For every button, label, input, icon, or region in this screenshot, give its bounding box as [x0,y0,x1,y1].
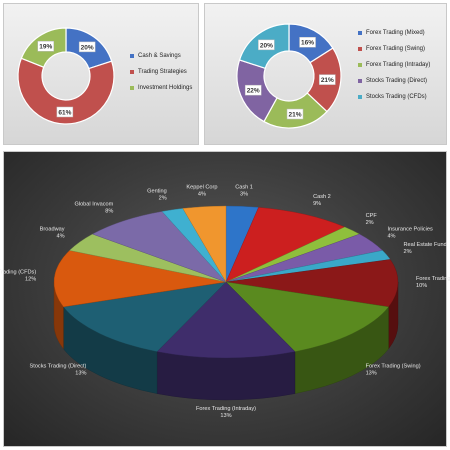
doughnut-chart-allocation: 20% 61% 19% Cash & Savings Trading Strategi… [3,3,199,145]
data-label-box [56,106,74,118]
data-label: 20% [81,44,94,51]
data-label: 16% [301,40,314,47]
pie-category-label: Stocks Trading (CFDs) [0,270,36,276]
pie-percent-label: 13% [220,413,231,419]
doughnut-slice-trading-strategies [17,57,115,125]
pie-category-label: Real Estate Fund [403,242,446,248]
legend-entry-cash-savings: Cash & Savings [130,48,192,64]
pie-slice-stocks-trading-cfds [53,250,227,308]
legend-swatch [358,31,362,35]
data-label: 21% [289,111,302,118]
pie-percent-label: 13% [366,371,377,377]
data-label-box [37,40,55,52]
legend-swatch [358,47,362,51]
legend-label: Forex Trading (Intraday) [366,62,431,68]
pie-percent-label: 9% [313,201,321,207]
pie-percent-label: 8% [105,209,113,215]
legend-trading: Forex Trading (Mixed) Forex Trading (Swin… [358,25,430,105]
pie-slice-forex-trading-swing [225,281,389,352]
data-label-box [78,41,96,53]
doughnut-chart-trading-plot: 16% 21% 21% 22% 20% [236,23,342,129]
pie-category-label: Forex Trading (Mixed) [416,276,450,282]
pie-percent-label: 2% [366,220,374,226]
pie-category-label: Global Invacom [74,202,113,208]
legend-label: Stocks Trading (CFDs) [366,94,427,100]
legend-swatch [358,63,362,67]
data-label-box [258,39,275,51]
pie-slice-forex-trading-mixed [225,259,399,308]
pie-chart-3d-portfolio: Cash 1 3% Cash 2 9% CPF 2% Insurance Policies 4… [0,151,450,447]
pie-slice-stocks-trading-direct [63,281,227,352]
legend-entry-trading-strategies: Trading Strategies [130,64,192,80]
data-label-box [319,74,336,85]
legend-swatch [358,95,362,99]
legend-entry-investment-holdings: Investment Holdings [130,80,192,96]
pie-percent-label: 4% [387,234,395,240]
legend-label: Stocks Trading (Direct) [366,78,428,84]
pie-top-faces [53,205,399,359]
legend-label: Investment Holdings [138,85,193,91]
pie-slice-forex-trading-intraday [156,281,296,359]
pie-category-label: Cash 2 [313,194,331,200]
data-label: 61% [58,109,71,116]
legend-label: Forex Trading (Swing) [366,46,426,52]
pie-category-label: Stocks Trading (Direct) [30,364,87,370]
pie-slice-cash-2 [225,207,346,283]
legend-swatch [130,70,134,74]
legend-swatch [130,54,134,58]
legend-entry-stocks-trading-direct: Stocks Trading (Direct) [358,73,430,89]
data-label-box [244,84,262,96]
pie-side-forex-trading-intraday [156,351,296,401]
pie-percent-label: 2% [159,195,167,201]
legend-entry-stocks-trading-cfds: Stocks Trading (CFDs) [358,89,430,105]
data-label-box [299,37,316,48]
pie-percent-label: 4% [56,234,64,240]
legend-swatch [130,86,134,90]
legend-allocation: Cash & Savings Trading Strategies Investme… [130,48,192,96]
legend-label: Trading Strategies [138,69,187,75]
legend-entry-forex-trading-mixed: Forex Trading (Mixed) [358,25,430,41]
data-label: 22% [247,88,260,95]
pie-percent-label: 12% [25,277,36,283]
doughnut-chart-trading: 16% 21% 21% 22% 20% Forex Trading (Mixed) For… [204,3,447,145]
legend-entry-forex-trading-intraday: Forex Trading (Intraday) [358,57,430,73]
pie-category-label: Genting [147,188,167,194]
pie-category-label: Forex Trading (Intraday) [196,406,256,412]
pie-percent-label: 4% [198,192,206,198]
legend-label: Cash & Savings [138,53,181,59]
pie-category-label: Cash 1 [235,184,253,190]
pie-percent-label: 10% [416,283,427,289]
data-label-box [286,108,304,120]
legend-swatch [358,79,362,83]
legend-label: Forex Trading (Mixed) [366,30,425,36]
pie-side-walls [53,281,399,401]
pie-percent-label: 13% [75,371,86,377]
pie-slice-keppel-corp [182,205,227,283]
data-label: 20% [260,42,273,49]
pie-percent-label: 3% [240,191,248,197]
data-label: 21% [321,77,334,84]
pie-category-label: CPF [366,213,378,219]
data-label: 19% [39,44,52,51]
pie-category-label: Keppel Corp [186,185,217,191]
pie-category-label: Broadway [40,227,65,233]
pie-category-label: Forex Trading (Swing) [366,364,421,370]
pie-percent-label: 2% [403,249,411,255]
legend-entry-forex-trading-swing: Forex Trading (Swing) [358,41,430,57]
pie-category-label: Insurance Policies [387,227,433,233]
doughnut-chart-allocation-plot: 20% 61% 19% [17,27,115,125]
